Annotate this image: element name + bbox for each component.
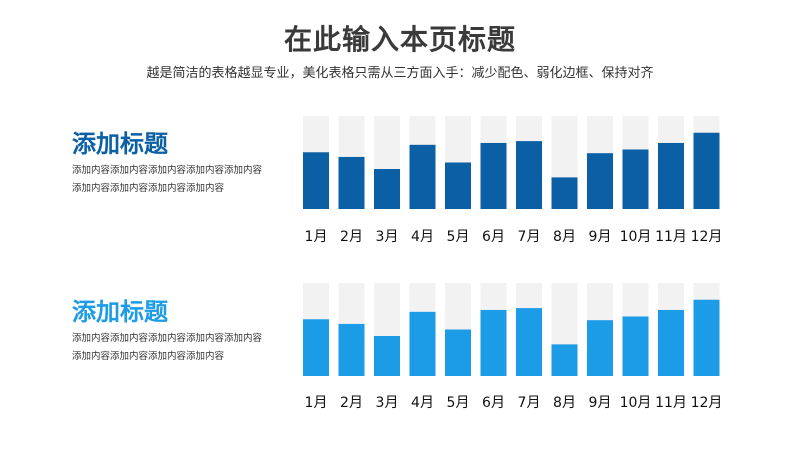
x-tick-label: 9月: [589, 395, 612, 411]
x-tick-label: 11月: [655, 395, 687, 411]
page-title: 在此输入本页标题: [283, 23, 516, 56]
bar-12: [693, 132, 720, 209]
x-tick-label: 8月: [553, 229, 576, 245]
x-tick-label: 3月: [376, 229, 399, 245]
bar-7: [516, 141, 542, 209]
bar-5: [445, 329, 471, 376]
x-tick-label: 9月: [589, 229, 612, 245]
x-tick-label: 5月: [447, 395, 470, 411]
bar-10: [622, 316, 649, 376]
x-tick-label: 10月: [620, 395, 652, 411]
section-desc-1: 添加内容添加内容添加内容添加内容添加内容 添加内容添加内容添加内容添加内容: [72, 162, 287, 198]
bar-9: [587, 153, 613, 209]
x-tick-label: 8月: [553, 395, 576, 411]
section-desc-2-line1: 添加内容添加内容添加内容添加内容添加内容: [72, 333, 263, 344]
bar-5: [445, 162, 471, 209]
x-tick-label: 5月: [447, 229, 470, 245]
x-tick-label: 4月: [411, 395, 434, 411]
bar-1: [303, 319, 329, 376]
section-desc-2-line2: 添加内容添加内容添加内容添加内容: [72, 351, 225, 362]
x-tick-label: 3月: [376, 395, 399, 411]
x-tick-label: 1月: [305, 229, 328, 245]
bar-2: [338, 156, 365, 209]
section-desc-2: 添加内容添加内容添加内容添加内容添加内容 添加内容添加内容添加内容添加内容: [72, 330, 287, 366]
bar-4: [409, 311, 436, 376]
bar-11: [658, 142, 684, 209]
section-desc-1-line1: 添加内容添加内容添加内容添加内容添加内容: [72, 165, 263, 176]
x-tick-label: 6月: [482, 229, 505, 245]
bar-9: [587, 320, 613, 376]
bar-3: [374, 336, 400, 376]
x-tick-label: 10月: [620, 229, 652, 245]
bar-7: [516, 308, 542, 376]
x-tick-label: 1月: [305, 395, 328, 411]
x-tick-label: 4月: [411, 229, 434, 245]
x-tick-label: 12月: [691, 395, 723, 411]
section-desc-1-line2: 添加内容添加内容添加内容添加内容: [72, 183, 225, 194]
bar-6: [480, 142, 507, 209]
section-title-1: 添加标题: [72, 130, 168, 158]
x-tick-label: 2月: [340, 395, 363, 411]
x-tick-label: 2月: [340, 229, 363, 245]
bar-8: [551, 344, 578, 376]
page-subtitle: 越是简洁的表格越显专业，美化表格只需从三方面入手：减少配色、弱化边框、保持对齐: [146, 66, 654, 81]
bar-3: [374, 169, 400, 209]
bar-11: [658, 309, 684, 376]
bar-6: [480, 309, 507, 376]
x-tick-label: 7月: [518, 229, 541, 245]
bar-8: [551, 177, 578, 209]
x-tick-label: 11月: [655, 229, 687, 245]
bar-12: [693, 299, 720, 376]
bar-1: [303, 152, 329, 209]
x-tick-label: 6月: [482, 395, 505, 411]
bar-2: [338, 323, 365, 376]
bar-4: [409, 144, 436, 209]
x-tick-label: 7月: [518, 395, 541, 411]
x-tick-label: 12月: [691, 229, 723, 245]
bar-10: [622, 149, 649, 209]
section-title-2: 添加标题: [72, 298, 168, 326]
